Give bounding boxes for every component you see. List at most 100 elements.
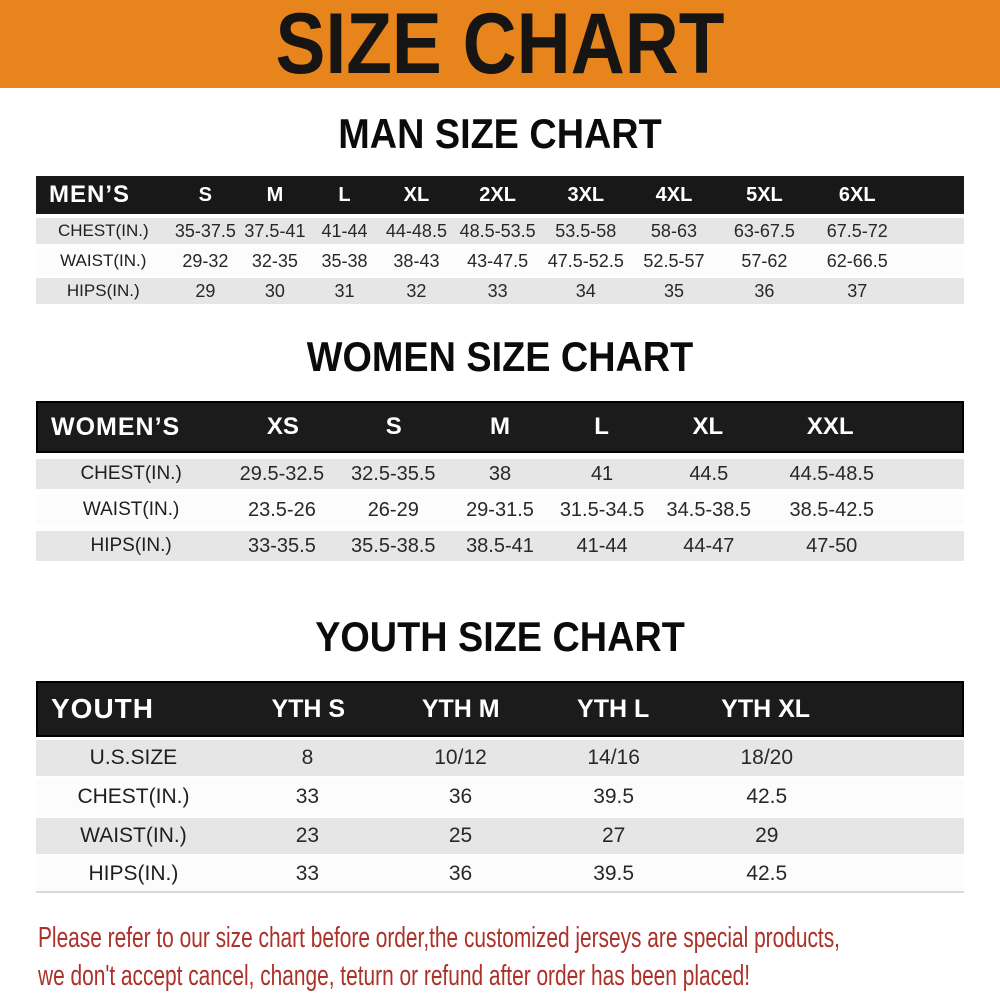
youth-chest-row: CHEST(IN.) 33 36 39.5 42.5 xyxy=(36,779,964,815)
value-cell: 35 xyxy=(663,280,684,301)
value-cell: 32 xyxy=(406,280,427,301)
men-col-xl: XL xyxy=(403,183,430,206)
man-section-heading: MAN SIZE CHART xyxy=(338,110,662,157)
value-cell: 41-44 xyxy=(576,534,628,557)
value-cell: 31 xyxy=(334,280,355,301)
value-cell: 39.5 xyxy=(593,785,635,808)
value-cell: 35-38 xyxy=(321,250,368,271)
men-col-3xl: 3XL xyxy=(567,183,605,206)
value-cell: 32-35 xyxy=(251,250,298,271)
men-col-4xl: 4XL xyxy=(655,183,693,206)
men-col-2xl: 2XL xyxy=(479,183,516,206)
value-cell: 29-31.5 xyxy=(466,498,534,521)
value-cell: 8 xyxy=(301,746,314,769)
women-header-row: WOMEN’S XS S M L XL XXL xyxy=(36,401,964,453)
value-cell: 42.5 xyxy=(746,785,788,808)
value-cell: 35.5-38.5 xyxy=(351,534,436,557)
value-cell: 29.5-32.5 xyxy=(239,462,325,485)
value-cell: 34.5-38.5 xyxy=(666,498,752,521)
youth-col-yth-xl: YTH XL xyxy=(721,694,811,723)
value-cell: 62-66.5 xyxy=(826,250,888,271)
women-col-s: S xyxy=(385,413,402,440)
value-cell: 53.5-58 xyxy=(555,220,617,241)
disclaimer-note: Please refer to our size chart before or… xyxy=(38,919,1000,995)
row-label: WAIST(IN.) xyxy=(80,824,187,847)
men-col-6xl: 6XL xyxy=(838,183,876,206)
value-cell: 44.5-48.5 xyxy=(789,462,874,485)
youth-col-yth-l: YTH L xyxy=(577,694,650,723)
value-cell: 58-63 xyxy=(650,220,697,241)
women-size-table: WOMEN’S XS S M L XL XXL CHEST(IN.) 29.5-… xyxy=(36,401,964,561)
youth-ussize-row: U.S.SIZE 8 10/12 14/16 18/20 xyxy=(36,740,964,776)
value-cell: 63-67.5 xyxy=(733,220,795,241)
value-cell: 37 xyxy=(847,280,868,301)
value-cell: 67.5-72 xyxy=(826,220,888,241)
value-cell: 39.5 xyxy=(593,862,635,885)
banner: SIZE CHART xyxy=(0,0,1000,88)
value-cell: 29 xyxy=(195,280,216,301)
youth-header-row: YOUTH YTH S YTH M YTH L YTH XL xyxy=(36,681,964,737)
row-label: CHEST(IN.) xyxy=(80,463,182,484)
value-cell: 23 xyxy=(295,824,320,847)
value-cell: 27 xyxy=(601,824,626,847)
value-cell: 33 xyxy=(295,862,320,885)
value-cell: 32.5-35.5 xyxy=(351,462,436,485)
women-col-xxl: XXL xyxy=(806,413,854,440)
value-cell: 47-50 xyxy=(806,534,858,557)
value-cell: 36 xyxy=(754,280,775,301)
value-cell: 44-48.5 xyxy=(385,220,447,241)
value-cell: 41-44 xyxy=(321,220,368,241)
women-hips-row: HIPS(IN.) 33-35.5 35.5-38.5 38.5-41 41-4… xyxy=(36,531,964,561)
women-table-title: WOMEN’S xyxy=(51,412,181,441)
disclaimer-line-1: Please refer to our size chart before or… xyxy=(38,922,840,954)
value-cell: 48.5-53.5 xyxy=(459,220,536,241)
row-label: WAIST(IN.) xyxy=(82,499,180,520)
row-label: U.S.SIZE xyxy=(89,746,178,769)
women-col-m: M xyxy=(489,413,510,440)
value-cell: 37.5-41 xyxy=(244,220,306,241)
value-cell: 38.5-41 xyxy=(466,534,534,557)
women-col-l: L xyxy=(594,413,609,440)
value-cell: 36 xyxy=(448,862,473,885)
value-cell: 10/12 xyxy=(434,746,487,769)
row-label: HIPS(IN.) xyxy=(66,281,140,300)
youth-col-yth-s: YTH S xyxy=(271,694,346,723)
youth-hips-row: HIPS(IN.) 33 36 39.5 42.5 xyxy=(36,857,964,893)
value-cell: 44-47 xyxy=(683,534,735,557)
value-cell: 38 xyxy=(488,462,512,485)
men-size-table: MEN’S S M L XL 2XL 3XL 4XL 5XL 6XL CHEST… xyxy=(36,176,964,304)
value-cell: 33 xyxy=(295,785,320,808)
youth-waist-row: WAIST(IN.) 23 25 27 29 xyxy=(36,818,964,854)
row-label: HIPS(IN.) xyxy=(88,862,179,885)
value-cell: 26-29 xyxy=(367,498,419,521)
men-col-5xl: 5XL xyxy=(746,183,783,206)
row-label: WAIST(IN.) xyxy=(60,251,147,270)
value-cell: 31.5-34.5 xyxy=(559,498,645,521)
men-col-l: L xyxy=(338,183,351,206)
value-cell: 35-37.5 xyxy=(174,220,236,241)
value-cell: 52.5-57 xyxy=(643,250,705,271)
value-cell: 29 xyxy=(755,824,779,847)
value-cell: 33 xyxy=(487,280,508,301)
value-cell: 36 xyxy=(448,785,473,808)
value-cell: 23.5-26 xyxy=(247,498,316,521)
value-cell: 42.5 xyxy=(746,862,788,885)
value-cell: 34 xyxy=(575,280,596,301)
row-label: HIPS(IN.) xyxy=(90,535,172,556)
value-cell: 43-47.5 xyxy=(467,250,529,271)
value-cell: 38.5-42.5 xyxy=(789,498,874,521)
women-section-heading: WOMEN SIZE CHART xyxy=(306,333,694,380)
value-cell: 41 xyxy=(590,462,614,485)
value-cell: 25 xyxy=(448,824,473,847)
women-col-xs: XS xyxy=(266,413,299,440)
youth-size-table: YOUTH YTH S YTH M YTH L YTH XL U.S.SIZE … xyxy=(36,681,964,893)
value-cell: 33-35.5 xyxy=(247,534,316,557)
row-label: CHEST(IN.) xyxy=(57,221,149,240)
disclaimer-line-2: we don't accept cancel, change, teturn o… xyxy=(38,960,751,992)
value-cell: 44.5 xyxy=(689,462,729,485)
row-label: CHEST(IN.) xyxy=(77,785,190,808)
men-hips-row: HIPS(IN.) 29 30 31 32 33 34 35 36 37 xyxy=(36,278,964,304)
men-table-title: MEN’S xyxy=(49,181,131,208)
value-cell: 47.5-52.5 xyxy=(547,250,624,271)
